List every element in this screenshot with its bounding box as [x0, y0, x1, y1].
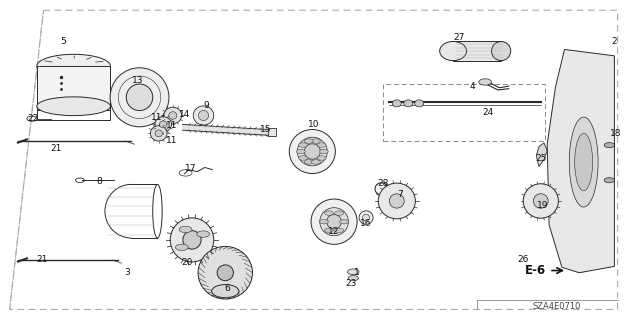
Circle shape [298, 156, 307, 160]
Circle shape [479, 79, 492, 85]
Circle shape [197, 231, 210, 237]
Ellipse shape [126, 84, 153, 111]
Ellipse shape [326, 214, 342, 229]
Ellipse shape [164, 107, 182, 124]
Ellipse shape [311, 199, 357, 244]
Ellipse shape [359, 211, 373, 224]
Text: SZA4E0710: SZA4E0710 [532, 302, 581, 311]
Ellipse shape [492, 41, 511, 61]
Ellipse shape [389, 194, 404, 208]
Ellipse shape [198, 247, 252, 299]
Circle shape [175, 244, 188, 250]
Text: 21: 21 [51, 144, 62, 153]
Ellipse shape [570, 117, 598, 207]
Circle shape [312, 160, 321, 164]
Ellipse shape [159, 121, 167, 128]
Ellipse shape [320, 208, 348, 236]
Circle shape [335, 228, 344, 233]
Text: 9: 9 [204, 101, 209, 110]
Ellipse shape [155, 130, 163, 137]
Circle shape [179, 226, 192, 233]
Ellipse shape [533, 194, 548, 208]
Bar [37, 79, 111, 120]
Text: 16: 16 [360, 219, 372, 228]
Text: 22: 22 [28, 114, 39, 123]
Circle shape [317, 143, 326, 147]
Bar [37, 66, 111, 110]
Ellipse shape [193, 106, 214, 125]
Text: 26: 26 [518, 256, 529, 264]
Text: 3: 3 [124, 268, 129, 277]
Circle shape [296, 149, 305, 154]
Circle shape [604, 178, 614, 183]
Text: 7: 7 [397, 190, 403, 199]
Text: E-6: E-6 [524, 264, 546, 277]
Ellipse shape [392, 100, 401, 107]
Circle shape [324, 211, 333, 215]
Text: 18: 18 [610, 129, 621, 138]
Text: 19: 19 [537, 201, 548, 210]
Ellipse shape [304, 144, 321, 159]
Circle shape [319, 149, 328, 154]
Ellipse shape [212, 285, 239, 298]
Bar [453, 41, 501, 61]
Ellipse shape [404, 100, 413, 107]
Circle shape [312, 139, 321, 143]
Text: 2: 2 [612, 37, 617, 46]
Text: 4: 4 [470, 82, 475, 91]
Circle shape [324, 228, 333, 233]
Text: 25: 25 [535, 154, 547, 163]
Text: 5: 5 [60, 37, 65, 46]
Circle shape [335, 211, 344, 215]
Bar [268, 128, 276, 136]
Text: 13: 13 [132, 76, 143, 85]
Text: 12: 12 [328, 227, 340, 236]
Text: 11: 11 [166, 121, 177, 130]
Ellipse shape [37, 54, 111, 78]
Ellipse shape [440, 41, 467, 61]
Ellipse shape [523, 184, 558, 218]
Circle shape [348, 276, 358, 281]
Circle shape [340, 219, 349, 224]
Text: 11: 11 [166, 137, 177, 145]
Circle shape [317, 156, 326, 160]
Ellipse shape [183, 231, 201, 249]
Ellipse shape [170, 218, 214, 262]
Text: 23: 23 [345, 279, 356, 288]
Text: 8: 8 [97, 177, 102, 186]
Text: 6: 6 [225, 284, 230, 293]
Circle shape [298, 143, 307, 147]
Polygon shape [547, 49, 614, 273]
Text: 11: 11 [151, 113, 163, 122]
Ellipse shape [110, 68, 169, 127]
Ellipse shape [169, 112, 177, 119]
Ellipse shape [150, 126, 167, 141]
Ellipse shape [575, 133, 593, 191]
Ellipse shape [378, 183, 415, 219]
Ellipse shape [198, 110, 209, 121]
Text: 15: 15 [260, 125, 271, 134]
Circle shape [348, 269, 359, 275]
Text: 20: 20 [181, 258, 193, 267]
Text: 28: 28 [377, 179, 388, 188]
Ellipse shape [217, 265, 234, 281]
Text: 14: 14 [179, 110, 190, 119]
Ellipse shape [362, 214, 370, 221]
Ellipse shape [289, 130, 335, 174]
Ellipse shape [415, 100, 424, 107]
Text: 10: 10 [308, 120, 319, 129]
Text: 27: 27 [454, 33, 465, 42]
Ellipse shape [298, 137, 327, 166]
Circle shape [319, 219, 328, 224]
Text: 1: 1 [355, 268, 360, 277]
Text: 21: 21 [36, 256, 47, 264]
Circle shape [604, 143, 614, 148]
Text: 17: 17 [185, 164, 196, 173]
Ellipse shape [37, 97, 111, 115]
Text: 24: 24 [482, 108, 493, 117]
Polygon shape [536, 143, 547, 167]
Circle shape [304, 139, 313, 143]
Ellipse shape [155, 117, 172, 132]
Circle shape [304, 160, 313, 164]
